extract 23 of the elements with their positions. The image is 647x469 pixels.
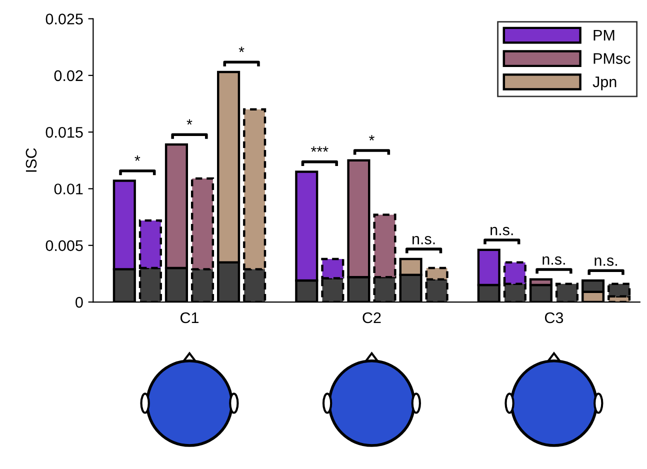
y-axis-title: ISC [26,148,37,172]
y-tick-label: 0.005 [46,240,83,252]
bar [608,282,631,298]
y-tick-label: 0.02 [54,70,83,82]
annotation: n.s. [594,258,617,266]
legend-label: PMsc [594,53,630,64]
legend-label: PM [594,30,614,40]
y-tick-label: 0.025 [46,14,83,24]
annotation: n.s. [490,226,513,236]
annotation: n.s. [412,236,435,244]
legend-label: Jpn [592,76,616,90]
annotation: n.s. [542,256,565,265]
annotation: * [369,135,374,140]
annotation: * [238,46,244,52]
y-tick-label: 0.015 [46,126,83,138]
annotation: *** [310,146,328,152]
text: C1 [180,312,199,324]
y-tick-label: 0.01 [54,184,83,194]
text: C3 [544,312,564,324]
text: C2 [362,312,381,324]
annotation: * [134,156,140,161]
annotation: * [186,119,192,125]
y-tick-label: 0 [76,296,83,308]
